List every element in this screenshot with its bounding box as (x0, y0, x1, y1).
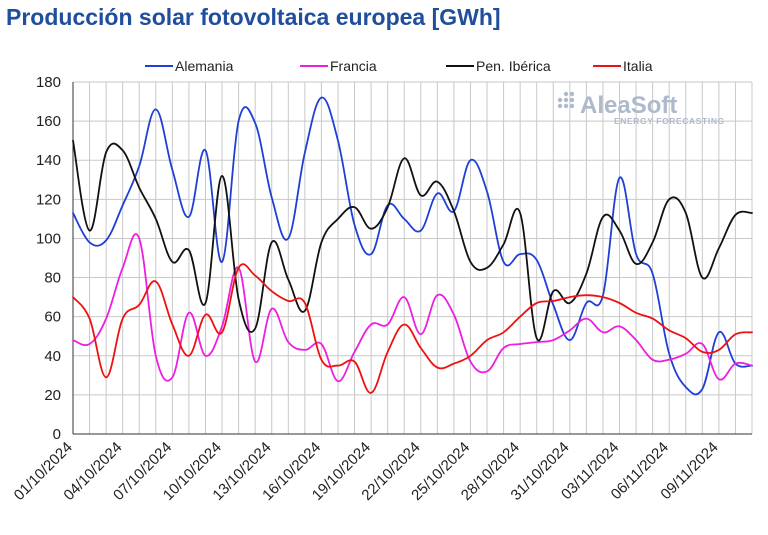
grid-lines (72, 81, 753, 435)
legend: Alemania Francia Pen. Ibérica Italia (145, 58, 653, 74)
chart-title: Producción solar fotovoltaica europea [G… (6, 4, 501, 30)
y-tick-label: 80 (44, 270, 61, 287)
logo-brand-text: AleaSoft (580, 92, 677, 119)
logo-dot (563, 97, 569, 103)
y-tick-label: 160 (36, 113, 61, 130)
y-tick-label: 20 (44, 387, 61, 404)
logo-dot (557, 97, 563, 103)
y-tick-label: 100 (36, 230, 61, 247)
y-tick-label: 60 (44, 309, 61, 326)
y-tick-label: 120 (36, 191, 61, 208)
y-tick-label: 180 (36, 74, 61, 91)
legend-label-italia: Italia (623, 58, 653, 74)
logo-tagline-text: ENERGY FORECASTING (614, 116, 725, 126)
series-line-alemania (72, 96, 753, 396)
legend-label-alemania: Alemania (175, 58, 234, 74)
series-line-francia (72, 233, 753, 383)
logo-dot (563, 103, 569, 109)
series-lines (72, 96, 753, 396)
y-tick-label: 140 (36, 152, 61, 169)
axes (72, 82, 752, 435)
y-tick-label: 0 (53, 426, 61, 443)
series-line-pen-ib-rica (72, 139, 753, 342)
logo-dots-icon (557, 91, 575, 109)
series-line-italia (72, 263, 753, 394)
y-tick-label: 40 (44, 348, 61, 365)
logo-dot (557, 103, 563, 109)
logo-dot (569, 97, 575, 103)
aleasoft-logo: AleaSoft ENERGY FORECASTING (557, 91, 725, 126)
logo-dot (563, 91, 569, 97)
legend-label-pen-ib-rica: Pen. Ibérica (476, 58, 551, 74)
logo-dot (569, 91, 575, 97)
x-axis-ticks: 01/10/202404/10/202407/10/202410/10/2024… (11, 439, 722, 504)
legend-label-francia: Francia (330, 58, 377, 74)
y-axis-ticks: 0 20 40 60 80 100 120 140 160 180 (36, 74, 61, 443)
logo-dot (569, 103, 575, 109)
